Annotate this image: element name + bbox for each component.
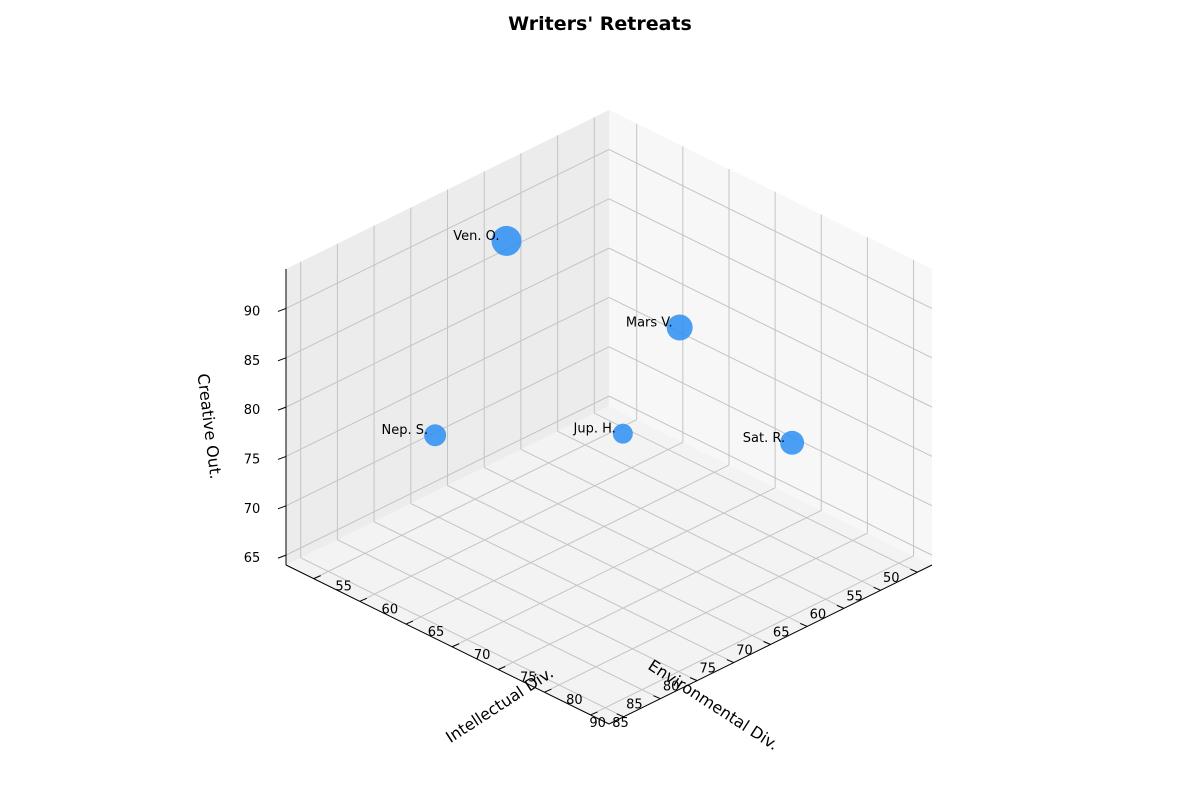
z-tick-label: 85 bbox=[244, 354, 261, 369]
tick-labels: 55 60 65 70 75 80 85 50 55 60 65 70 75 80 85 90 65 70 75 80… bbox=[244, 304, 900, 730]
x-tick-mark bbox=[405, 620, 414, 625]
x-tick-label: 60 bbox=[382, 602, 399, 617]
pane-back-right bbox=[609, 110, 932, 565]
z-tick-mark bbox=[277, 307, 287, 312]
y-tick-label: 50 bbox=[883, 571, 900, 586]
z-tick-label: 65 bbox=[244, 551, 261, 566]
grid-line-z-right bbox=[608, 198, 933, 359]
y-tick-mark bbox=[836, 604, 845, 609]
tick-marks bbox=[277, 307, 918, 718]
data-point-label: Ven. O. bbox=[453, 229, 499, 244]
z-tick-mark bbox=[277, 505, 287, 510]
grid-line-z-left bbox=[285, 198, 610, 359]
grid-line-y-floor bbox=[300, 557, 624, 718]
y-tick-mark bbox=[653, 695, 661, 700]
y-tick-label: 85 bbox=[626, 698, 643, 713]
y-tick-mark bbox=[763, 641, 771, 645]
grid-line-z-right bbox=[608, 247, 933, 408]
z-tick-mark bbox=[277, 406, 287, 411]
z-tick-mark bbox=[277, 554, 287, 559]
z-tick-mark bbox=[277, 455, 287, 460]
data-point bbox=[424, 424, 447, 447]
data-point bbox=[780, 430, 805, 455]
grid-line-z-left bbox=[285, 149, 610, 309]
z-tick-label: 75 bbox=[244, 452, 261, 467]
x-tick-label: 80 bbox=[566, 693, 583, 708]
grid-line-y-floor bbox=[410, 503, 735, 664]
y-tick-mark bbox=[910, 568, 918, 573]
data-point-label: Mars V. bbox=[626, 316, 673, 331]
data-points bbox=[424, 225, 805, 455]
y-tick-mark bbox=[800, 622, 808, 627]
x-tick-label: 85 bbox=[612, 716, 629, 731]
x-tick-label: 75 bbox=[520, 670, 537, 685]
x-axis-line bbox=[285, 564, 610, 725]
x-tick-label: 65 bbox=[428, 625, 445, 640]
data-point-label: Sat. R. bbox=[743, 431, 785, 446]
grid-line-z-right bbox=[608, 395, 933, 556]
y-tick-label: 90 bbox=[589, 716, 606, 731]
y-tick-label: 55 bbox=[846, 589, 863, 604]
x-tick-label: 55 bbox=[335, 580, 352, 595]
data-point-label: Jup. H. bbox=[573, 422, 616, 437]
chart-title: Writers' Retreats bbox=[508, 13, 692, 35]
y-tick-mark bbox=[873, 586, 881, 591]
point-labels: Ven. O. Mars V. Jup. H. Nep. S. Sat. R. bbox=[382, 229, 786, 446]
x-tick-mark bbox=[451, 643, 460, 648]
z-tick-label: 80 bbox=[244, 403, 261, 418]
y-tick-label: 75 bbox=[700, 662, 717, 677]
grid-line-y-floor bbox=[557, 430, 881, 591]
grid-line-y-floor bbox=[337, 539, 661, 700]
grid-line-z-left bbox=[285, 297, 610, 457]
grid-line-z-right bbox=[608, 346, 933, 507]
grid-line-y-floor bbox=[520, 448, 845, 609]
y-tick-label: 80 bbox=[663, 680, 680, 695]
z-tick-label: 90 bbox=[244, 304, 261, 319]
grid-line-z-right bbox=[608, 297, 933, 457]
y-tick-mark bbox=[616, 713, 624, 718]
grid-lines bbox=[285, 117, 933, 718]
x-tick-mark bbox=[544, 688, 552, 693]
y-tick-label: 60 bbox=[810, 607, 827, 622]
y-tick-label: 65 bbox=[773, 625, 790, 640]
data-point-label: Nep. S. bbox=[382, 423, 429, 438]
x-tick-mark bbox=[590, 711, 598, 716]
grid-line-y-floor bbox=[594, 412, 918, 573]
data-point bbox=[666, 314, 693, 341]
z-tick-label: 70 bbox=[244, 502, 261, 517]
data-point bbox=[612, 423, 633, 444]
grid-line-z-left bbox=[285, 247, 610, 408]
grid-line-y-floor bbox=[373, 521, 698, 682]
y-tick-label: 70 bbox=[736, 644, 753, 659]
y-tick-mark bbox=[689, 677, 698, 682]
x-tick-mark bbox=[313, 575, 321, 580]
grid-line-y-floor bbox=[447, 485, 771, 645]
z-tick-mark bbox=[277, 357, 287, 362]
x-tick-mark bbox=[359, 597, 368, 602]
data-point bbox=[491, 225, 522, 256]
grid-line-z-right bbox=[608, 149, 933, 309]
x-tick-mark bbox=[498, 666, 506, 670]
y-tick-mark bbox=[726, 659, 734, 664]
grid-line-z-left bbox=[285, 346, 610, 507]
grid-line-y-floor bbox=[483, 466, 808, 627]
grid-line-z-left bbox=[285, 395, 610, 556]
x-tick-label: 70 bbox=[474, 648, 491, 663]
